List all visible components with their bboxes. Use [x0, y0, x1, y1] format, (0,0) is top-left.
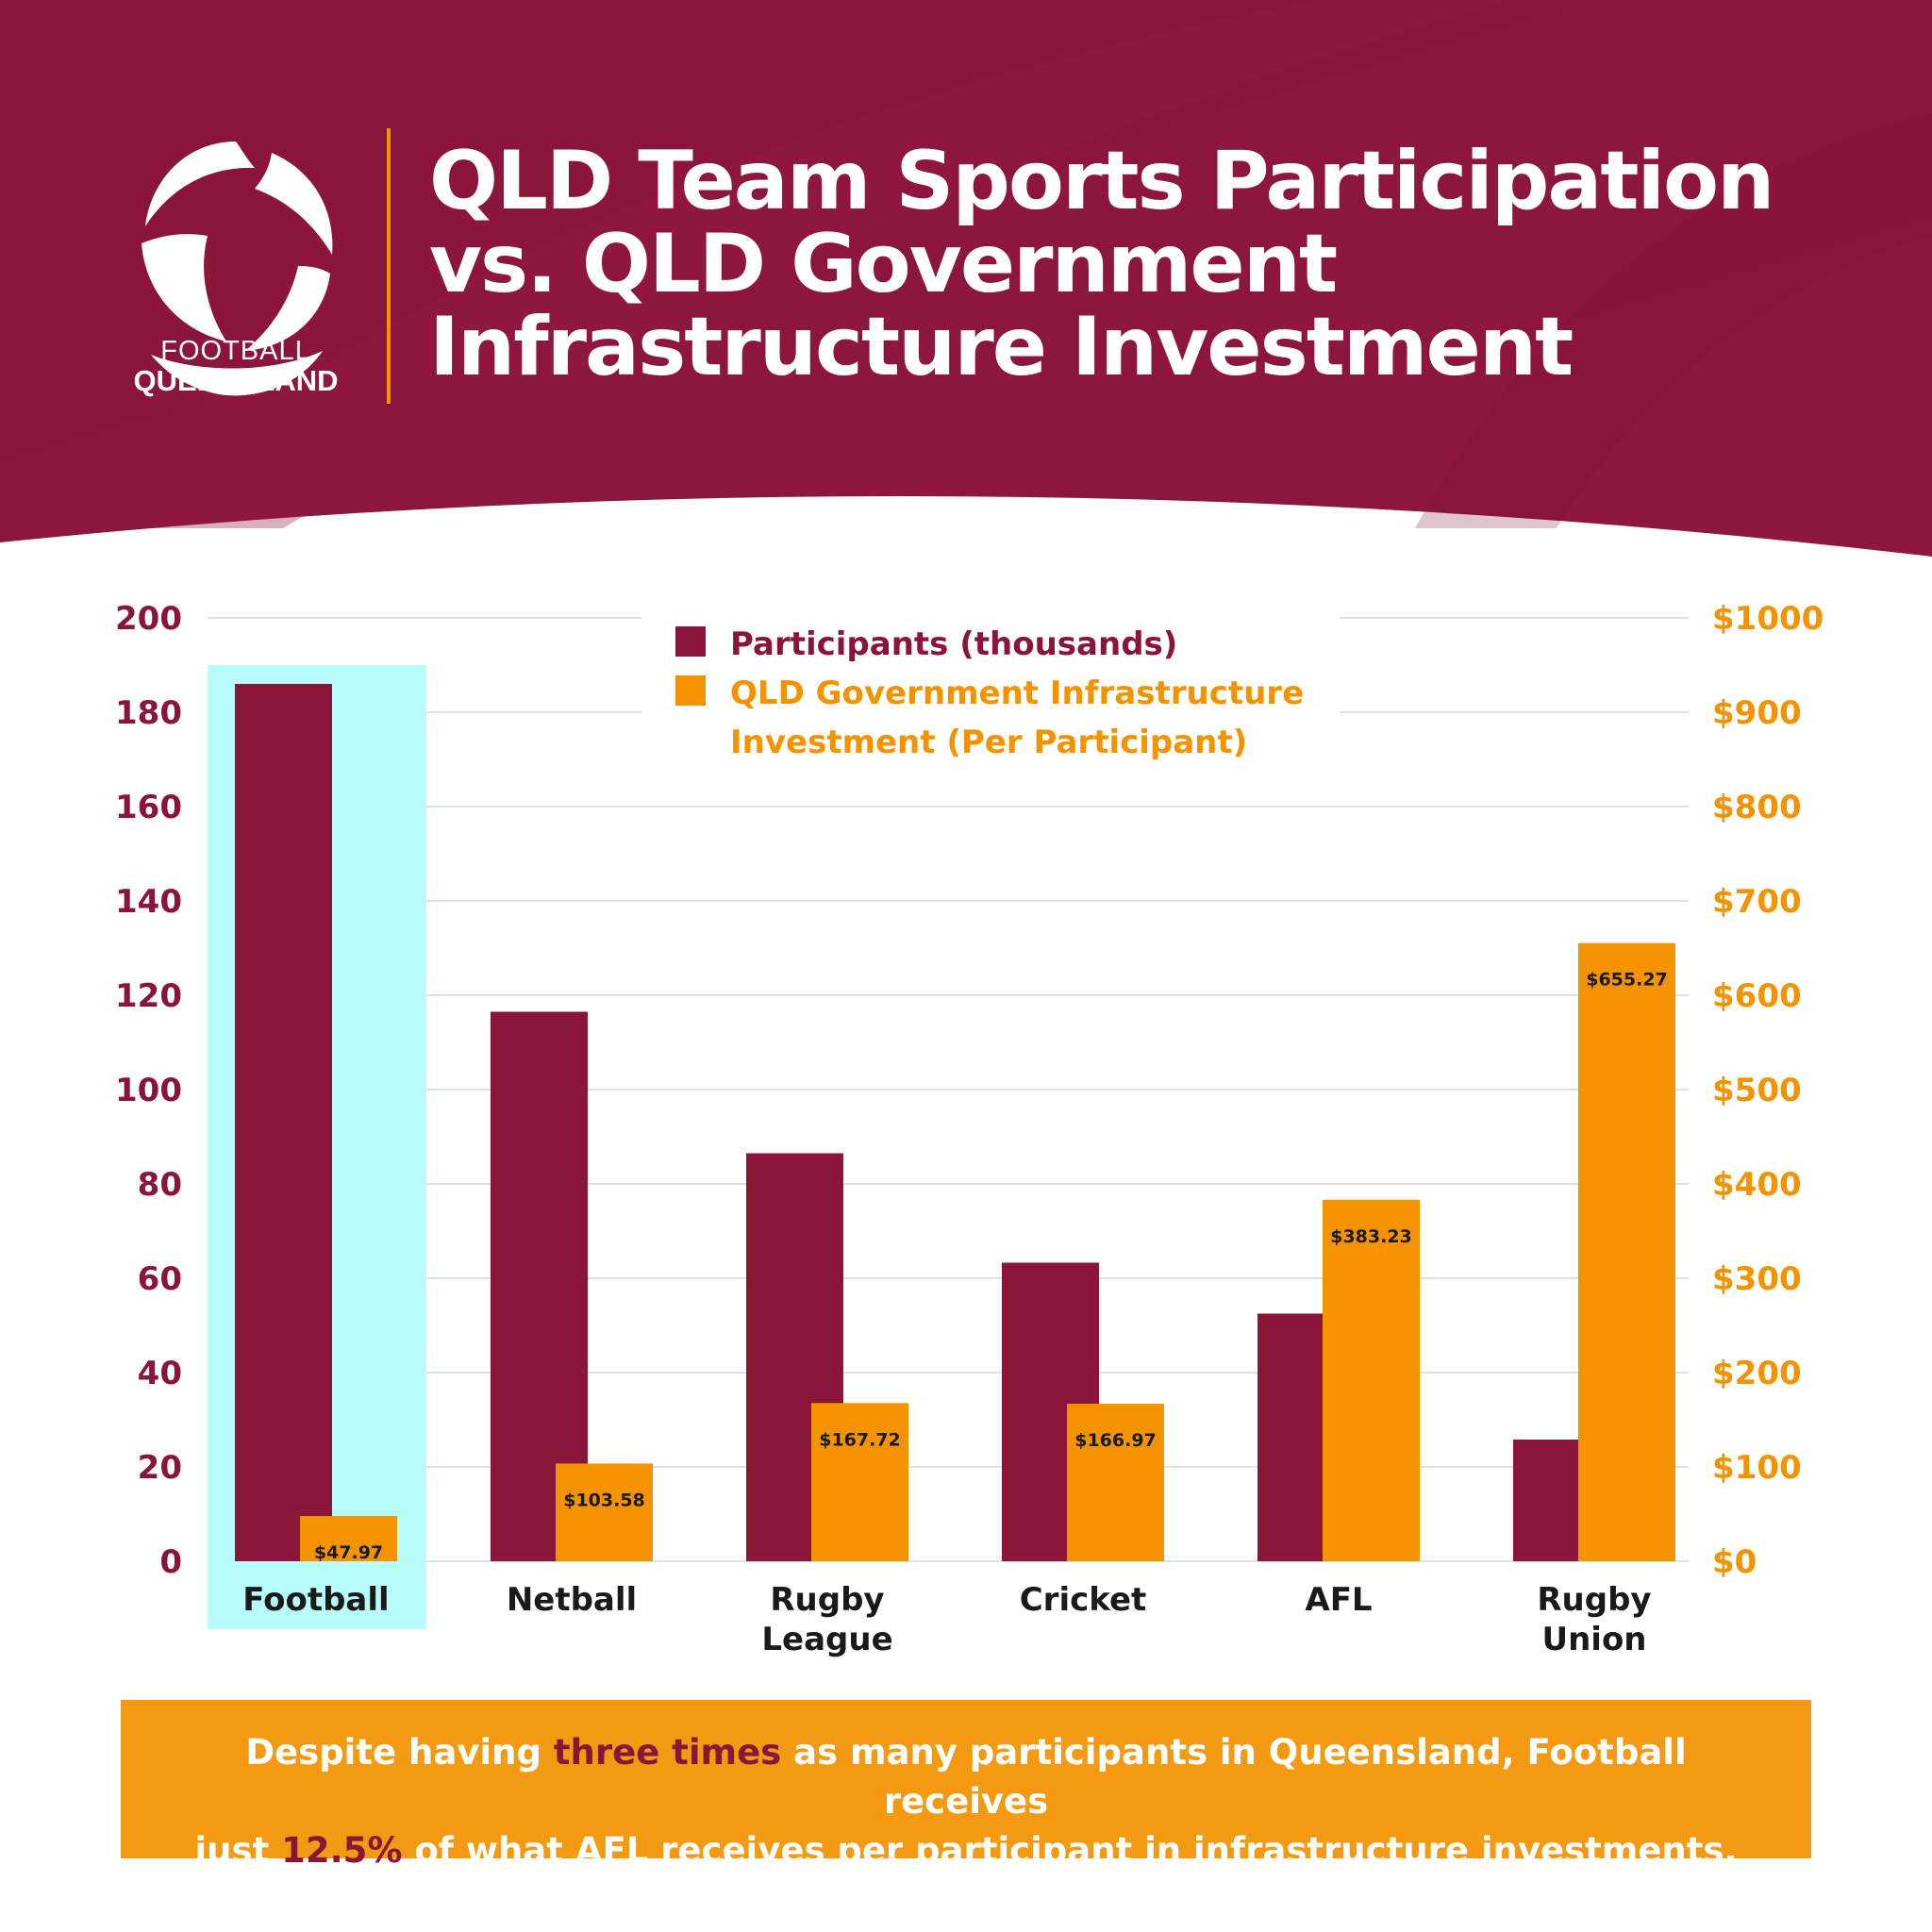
category-label-football: Football: [242, 1581, 389, 1619]
bar-investment-afl: [1323, 1199, 1420, 1561]
left-axis-tick-label: 200: [115, 600, 182, 638]
left-axis-tick-label: 140: [115, 883, 182, 921]
data-label-investment-afl: $383.23: [1330, 1226, 1412, 1247]
summary-highlight-percent: 12.5%: [281, 1830, 403, 1871]
right-axis-tick-label: $600: [1712, 977, 1802, 1015]
bar-investment-rugby-union: [1578, 942, 1675, 1561]
right-axis-tick-label: $100: [1712, 1449, 1802, 1487]
category-label-cricket: Cricket: [1020, 1581, 1147, 1619]
data-label-investment-netball: $103.58: [563, 1490, 645, 1510]
right-axis-tick-label: $400: [1712, 1166, 1802, 1204]
right-axis-tick-label: $800: [1712, 789, 1802, 826]
category-label-rugby-league: Rugby: [770, 1581, 884, 1619]
legend-swatch-investment: [675, 675, 706, 706]
left-axis-tick-label: 180: [115, 694, 182, 732]
legend-background: [641, 604, 1340, 764]
summary-line-2-post: of what AFL receives per participant in …: [402, 1830, 1738, 1871]
summary-highlight-three-times: three times: [553, 1732, 782, 1773]
logo-text-queensland: QUEENSLAND: [133, 364, 339, 397]
title-line-1: QLD Team Sports Participation: [429, 134, 1774, 228]
left-axis-tick-label: 80: [138, 1166, 182, 1204]
right-axis-tick-label: $0: [1712, 1543, 1757, 1581]
legend-label-investment: Investment (Per Participant): [730, 724, 1247, 761]
left-axis-tick-label: 60: [138, 1260, 182, 1298]
bar-investment-cricket: [1067, 1404, 1164, 1561]
header-divider: [387, 128, 391, 404]
right-axis-tick-label: $900: [1712, 694, 1802, 732]
data-label-investment-football: $47.97: [314, 1542, 383, 1563]
right-axis-tick-label: $300: [1712, 1260, 1802, 1298]
category-label-netball: Netball: [507, 1581, 637, 1619]
summary-line-2: just 12.5% of what AFL receives per part…: [158, 1826, 1774, 1875]
logo-text-football: FOOTBALL: [160, 336, 311, 366]
legend-swatch-participants: [675, 626, 706, 657]
right-axis-tick-label: $1000: [1712, 600, 1824, 638]
legend-label-investment: QLD Government Infrastructure: [730, 675, 1304, 712]
football-queensland-logo: [142, 142, 333, 396]
right-axis-tick-label: $700: [1712, 883, 1802, 921]
category-label-rugby-league: League: [761, 1621, 892, 1658]
left-axis-tick-label: 0: [159, 1543, 182, 1581]
bar-investment-rugby-league: [811, 1403, 908, 1561]
bar-investment-football: [300, 1516, 397, 1561]
page-title: QLD Team Sports Participation vs. QLD Go…: [429, 140, 1901, 389]
left-axis-tick-label: 120: [115, 977, 182, 1015]
summary-line-1: Despite having three times as many parti…: [158, 1728, 1774, 1826]
left-axis-tick-label: 40: [138, 1355, 182, 1392]
summary-line-1-post: as many participants in Queensland, Foot…: [781, 1732, 1687, 1822]
header-banner: [0, 0, 1932, 557]
left-axis-tick-label: 20: [138, 1449, 182, 1487]
title-line-3: Infrastructure Investment: [429, 300, 1574, 394]
category-label-afl: AFL: [1305, 1581, 1372, 1619]
title-line-2: vs. QLD Government: [429, 217, 1338, 311]
dual-axis-bar-chart: 0 20 40 60 80 100 120 140 160 180 200 $0 $100 $200 $30…: [115, 600, 1824, 1658]
data-label-investment-cricket: $166.97: [1074, 1430, 1157, 1451]
summary-line-1-pre: Despite having: [245, 1732, 554, 1773]
category-label-rugby-union: Rugby: [1537, 1581, 1651, 1619]
bar-investment-netball: [556, 1463, 653, 1561]
right-axis-tick-label: $500: [1712, 1072, 1802, 1109]
category-label-rugby-union: Union: [1541, 1621, 1646, 1658]
left-axis-tick-label: 100: [115, 1072, 182, 1109]
summary-line-2-pre: just: [194, 1830, 282, 1871]
legend-label-participants: Participants (thousands): [730, 625, 1177, 663]
bar-participants-football: [235, 684, 332, 1561]
summary-banner: Despite having three times as many parti…: [121, 1700, 1811, 1871]
data-label-investment-rugby-league: $167.72: [819, 1429, 901, 1450]
right-axis-tick-label: $200: [1712, 1355, 1802, 1392]
data-label-investment-rugby-union: $655.27: [1586, 970, 1668, 991]
left-axis-tick-label: 160: [115, 789, 182, 826]
